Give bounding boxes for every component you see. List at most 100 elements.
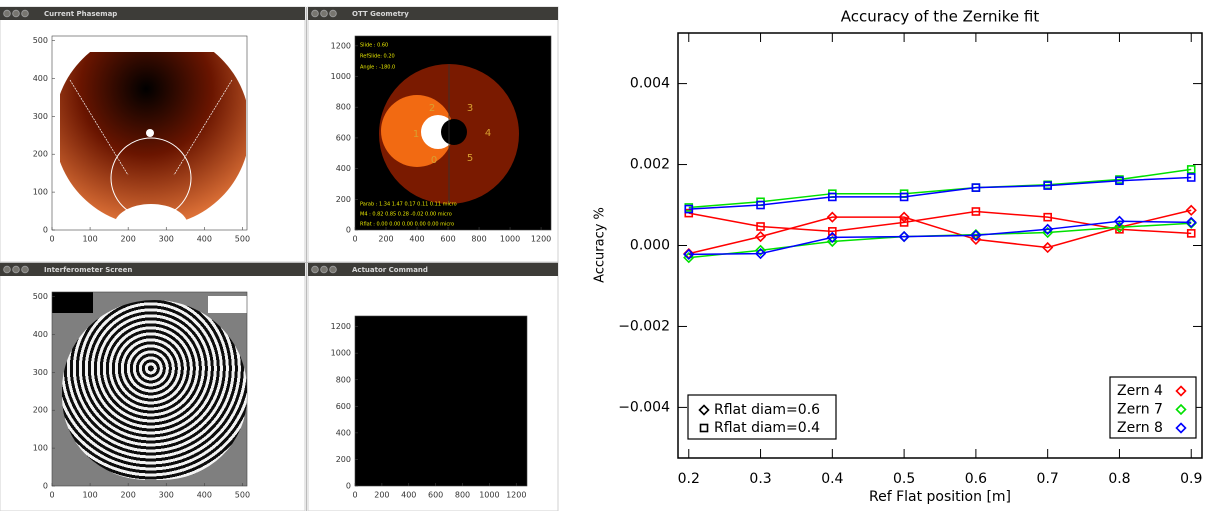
- y-tick-label: 0: [346, 226, 351, 235]
- window-title: Actuator Command: [352, 266, 428, 274]
- window-button: [4, 10, 11, 17]
- segment-label: 3: [467, 103, 473, 114]
- x-tick-label: 0.8: [1108, 471, 1130, 487]
- y-tick-label: 600: [336, 402, 351, 411]
- y-tick-label: 200: [33, 406, 48, 415]
- y-tick-label: 100: [33, 188, 48, 197]
- x-tick-label: 400: [409, 235, 424, 244]
- window-title: Interferometer Screen: [44, 266, 132, 274]
- window-button: [330, 10, 337, 17]
- y-tick-label: 100: [33, 444, 48, 453]
- x-tick-label: 0.5: [893, 471, 915, 487]
- y-tick-label: 300: [33, 368, 48, 377]
- y-tick-label: 1200: [331, 41, 351, 50]
- y-tick-label: 0: [43, 226, 48, 235]
- legend-label: Zern 7: [1117, 402, 1163, 418]
- window-button: [22, 10, 29, 17]
- x-tick-label: 0: [352, 235, 357, 244]
- geometry-param: Angle : -180.0: [360, 65, 395, 71]
- geometry-table-row: Rflat : 0.00 0.00 0.00 0.00 0.00 micro: [360, 222, 454, 228]
- x-tick-label: 1000: [500, 235, 520, 244]
- fringe-image: [62, 300, 247, 480]
- y-tick-label: 1000: [331, 72, 351, 81]
- x-tick-label: 100: [82, 491, 97, 500]
- legend-label: Zern 4: [1117, 383, 1163, 399]
- x-tick-label: 0: [352, 491, 357, 500]
- x-tick-label: 0.9: [1180, 471, 1202, 487]
- y-tick-label: 400: [336, 164, 351, 173]
- white-patch: [208, 296, 247, 313]
- x-tick-label: 100: [82, 235, 97, 244]
- x-tick-label: 0.2: [678, 471, 700, 487]
- title-bar: [308, 263, 558, 276]
- y-axis-label: Accuracy %: [593, 207, 608, 283]
- screen: Current Phasemap010020030040050001002003…: [0, 0, 1210, 511]
- y-tick-label: 400: [33, 330, 48, 339]
- x-tick-label: 1000: [479, 491, 499, 500]
- y-tick-label: 0.000: [630, 238, 670, 254]
- segment-label: 1: [413, 129, 419, 140]
- x-tick-label: 1200: [531, 235, 551, 244]
- y-tick-label: 800: [336, 375, 351, 384]
- x-tick-label: 0: [49, 235, 54, 244]
- y-tick-label: 1200: [331, 322, 351, 331]
- x-tick-label: 800: [455, 491, 470, 500]
- window-button: [321, 266, 328, 273]
- geometry-table-row: M4 : 0.82 0.85 0.28 -0.02 0.00 micro: [360, 212, 452, 218]
- geometry-table-row: Parab : 1.34 1.47 0.17 0.11 0.11 micro: [360, 202, 457, 208]
- y-tick-label: 400: [33, 74, 48, 83]
- actuator-bg: [355, 316, 527, 486]
- y-tick-label: 0.004: [630, 76, 670, 92]
- y-tick-label: 500: [33, 36, 48, 45]
- x-tick-label: 500: [235, 491, 250, 500]
- phasemap: [54, 30, 250, 226]
- y-tick-label: 0: [346, 482, 351, 491]
- x-tick-label: 200: [121, 235, 136, 244]
- y-tick-label: −0.002: [618, 318, 670, 334]
- chart-title: Accuracy of the Zernike fit: [841, 8, 1040, 26]
- x-axis-label: Ref Flat position [m]: [869, 489, 1011, 505]
- phasemap-dot: [146, 129, 154, 137]
- x-tick-label: 200: [374, 491, 389, 500]
- y-tick-label: 0.002: [630, 157, 670, 173]
- black-patch: [52, 292, 93, 313]
- window-button: [13, 10, 20, 17]
- x-tick-label: 0: [49, 491, 54, 500]
- x-tick-label: 1200: [506, 491, 526, 500]
- window-button: [4, 266, 11, 273]
- x-tick-label: 800: [471, 235, 486, 244]
- y-tick-label: −0.004: [618, 399, 670, 415]
- m4-shadow: [441, 119, 467, 145]
- x-tick-label: 500: [235, 235, 250, 244]
- x-tick-label: 600: [440, 235, 455, 244]
- x-tick-label: 0.6: [965, 471, 987, 487]
- y-tick-label: 300: [33, 112, 48, 121]
- window-title: OTT Geometry: [352, 10, 409, 18]
- x-tick-label: 200: [121, 491, 136, 500]
- y-tick-label: 0: [43, 482, 48, 491]
- y-tick-label: 200: [33, 150, 48, 159]
- x-tick-label: 300: [159, 491, 174, 500]
- segment-label: 0: [431, 155, 437, 166]
- y-tick-label: 600: [336, 133, 351, 142]
- window-button: [321, 10, 328, 17]
- window-button: [312, 266, 319, 273]
- window-button: [22, 266, 29, 273]
- segment-label: 5: [467, 153, 473, 164]
- legend-label: Rflat diam=0.4: [714, 420, 820, 436]
- y-tick-label: 200: [336, 455, 351, 464]
- y-tick-label: 800: [336, 103, 351, 112]
- x-tick-label: 0.7: [1037, 471, 1059, 487]
- x-tick-label: 200: [378, 235, 393, 244]
- y-tick-label: 400: [336, 428, 351, 437]
- x-tick-label: 400: [401, 491, 416, 500]
- window-button: [330, 266, 337, 273]
- x-tick-label: 400: [197, 235, 212, 244]
- segment-label: 2: [429, 103, 435, 114]
- window-button: [312, 10, 319, 17]
- window-button: [13, 266, 20, 273]
- y-tick-label: 500: [33, 292, 48, 301]
- segment-label: 4: [485, 128, 491, 139]
- title-bar: [308, 7, 558, 20]
- geometry-param: Slide : 0.60: [360, 43, 388, 49]
